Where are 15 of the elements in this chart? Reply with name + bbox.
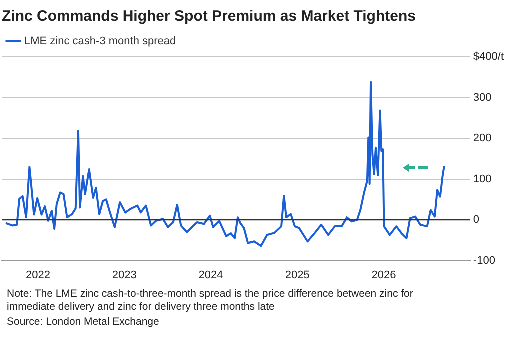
y-tick-label: 0 bbox=[473, 214, 480, 226]
x-tick-label: 2022 bbox=[26, 269, 50, 282]
y-tick-label: 200 bbox=[473, 132, 492, 145]
y-tick-label: 300 bbox=[473, 92, 492, 104]
chart-title: Zinc Commands Higher Spot Premium as Market Tightens bbox=[2, 8, 416, 26]
y-tick-label: 100 bbox=[473, 173, 492, 186]
y-tick-label: -100 bbox=[473, 254, 496, 267]
source-note: Source: London Metal Exchange bbox=[7, 316, 160, 329]
text: Note: The LME zinc cash-to-three-month spread is the price difference between zinc for immediate delivery and zinc for delivery three months late bbox=[7, 288, 414, 314]
x-tick-label: 2024 bbox=[198, 269, 224, 282]
legend-label: LME zinc cash-3 month spread bbox=[24, 36, 176, 48]
x-tick-label: 2023 bbox=[112, 269, 137, 282]
y-tick-label: $400/t bbox=[473, 51, 504, 64]
x-tick-label: 2025 bbox=[285, 269, 310, 282]
x-tick-label: 2026 bbox=[372, 269, 396, 282]
